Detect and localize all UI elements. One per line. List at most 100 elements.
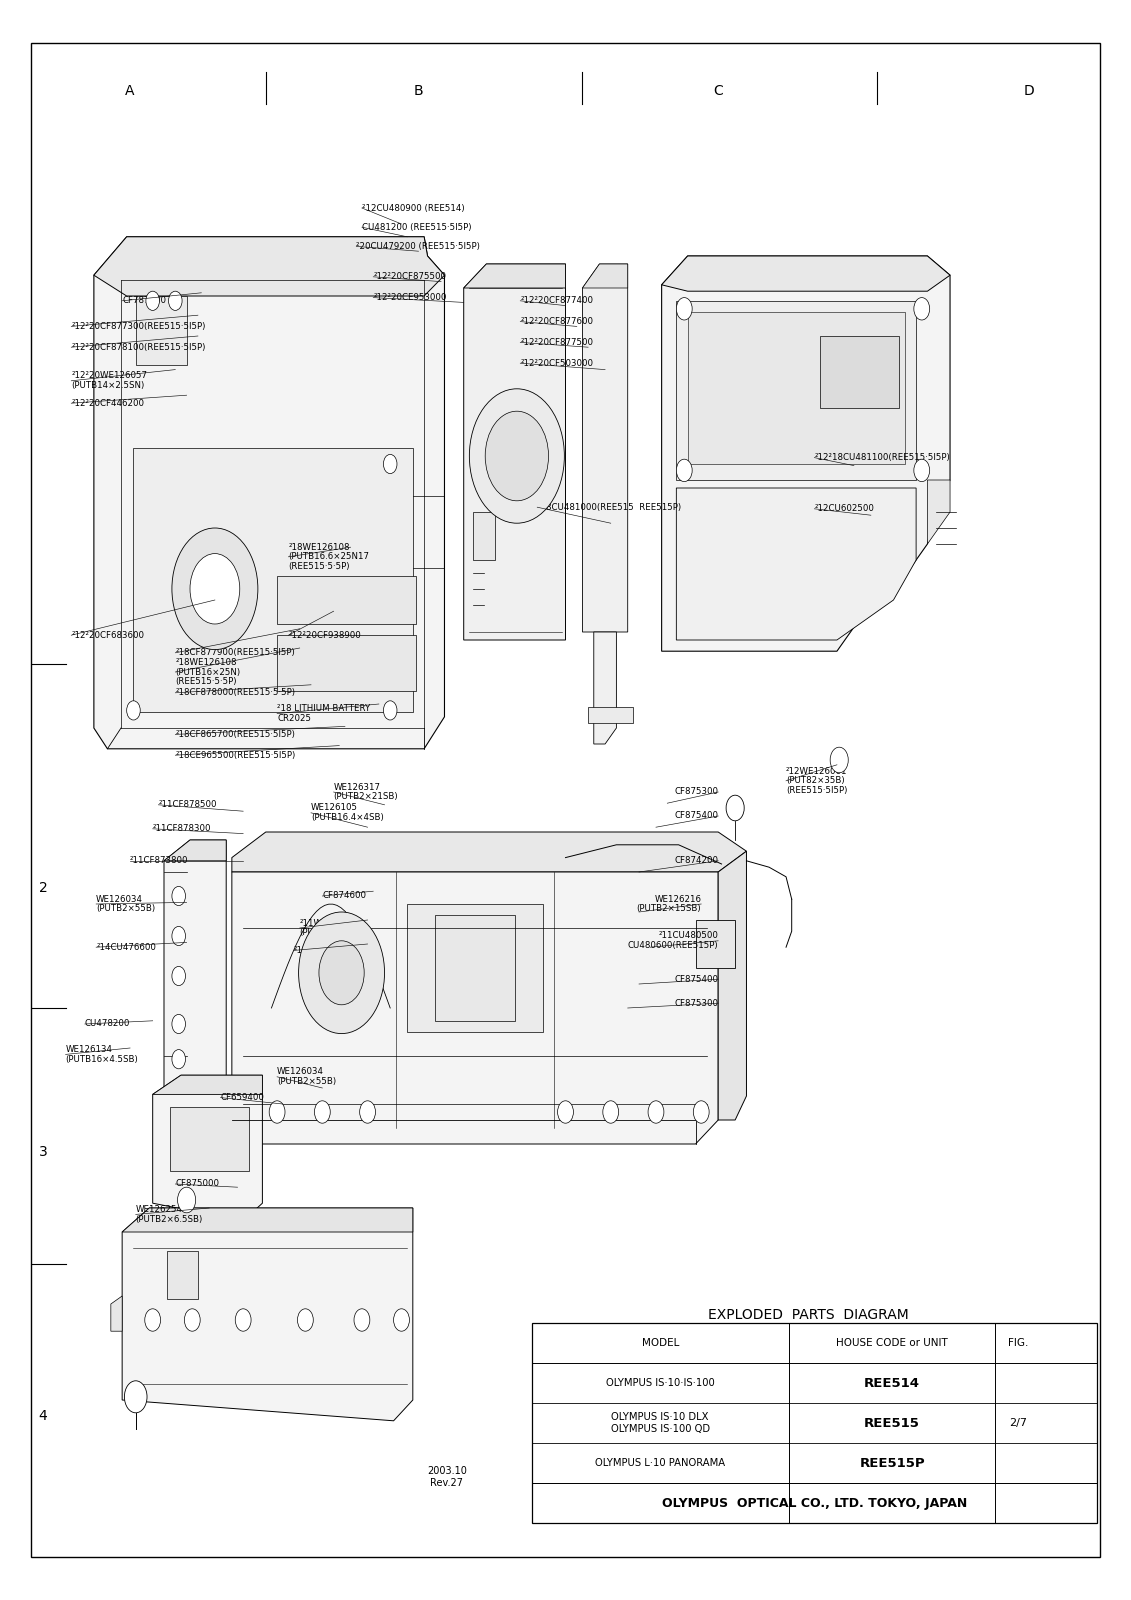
- Text: REE515: REE515: [864, 1416, 920, 1430]
- Polygon shape: [435, 915, 515, 1021]
- Text: D: D: [1024, 85, 1035, 98]
- Circle shape: [383, 701, 397, 720]
- Text: ²11CU480500
CU480600(REE515P): ²11CU480500 CU480600(REE515P): [628, 931, 718, 950]
- Polygon shape: [136, 296, 187, 365]
- Circle shape: [830, 747, 848, 773]
- Polygon shape: [594, 632, 616, 744]
- Text: ²11CF873900: ²11CF873900: [294, 946, 353, 955]
- Text: ²12²20CF503000: ²12²20CF503000: [520, 358, 594, 368]
- Circle shape: [319, 941, 364, 1005]
- Circle shape: [146, 291, 159, 310]
- Text: WE126254
(PUTB2×6.5SB): WE126254 (PUTB2×6.5SB): [136, 1205, 202, 1224]
- Text: ²20CU479200 (REE515·5I5P): ²20CU479200 (REE515·5I5P): [356, 242, 481, 251]
- Text: 2: 2: [38, 882, 48, 894]
- Text: WE126317
(PUTB2×21SB): WE126317 (PUTB2×21SB): [334, 782, 398, 802]
- Polygon shape: [820, 336, 899, 408]
- Text: ²12²20CF877600: ²12²20CF877600: [520, 317, 594, 326]
- Circle shape: [172, 1014, 185, 1034]
- Text: ²12²20CE953000: ²12²20CE953000: [373, 293, 447, 302]
- Text: WE126134
(PUTB16×4.5SB): WE126134 (PUTB16×4.5SB): [66, 1045, 138, 1064]
- Text: OLYMPUS IS·10·IS·100: OLYMPUS IS·10·IS·100: [606, 1378, 715, 1389]
- Text: ²12²20CF877400: ²12²20CF877400: [520, 296, 594, 306]
- Text: ²12CU480900 (REE514): ²12CU480900 (REE514): [362, 203, 465, 213]
- Circle shape: [145, 1309, 161, 1331]
- Circle shape: [914, 298, 930, 320]
- Circle shape: [169, 291, 182, 310]
- Text: WE126034
(PUTB2×55B): WE126034 (PUTB2×55B): [277, 1067, 336, 1086]
- Text: REE514: REE514: [864, 1376, 921, 1390]
- Circle shape: [178, 1187, 196, 1213]
- Text: ²11CF878300: ²11CF878300: [153, 824, 211, 834]
- Polygon shape: [582, 264, 628, 632]
- Polygon shape: [277, 635, 416, 691]
- Polygon shape: [153, 1075, 262, 1094]
- Circle shape: [914, 459, 930, 482]
- Text: CU481200 (REE515·5I5P): CU481200 (REE515·5I5P): [362, 222, 472, 232]
- Circle shape: [172, 886, 185, 906]
- Text: EXPLODED  PARTS  DIAGRAM: EXPLODED PARTS DIAGRAM: [708, 1309, 909, 1322]
- Polygon shape: [232, 872, 718, 1144]
- Text: B: B: [414, 85, 423, 98]
- Text: CF787800: CF787800: [122, 296, 166, 306]
- Text: OLYMPUS  OPTICAL CO., LTD. TOKYO, JAPAN: OLYMPUS OPTICAL CO., LTD. TOKYO, JAPAN: [662, 1496, 967, 1510]
- Circle shape: [676, 459, 692, 482]
- Polygon shape: [164, 840, 226, 861]
- Polygon shape: [153, 1075, 262, 1221]
- Polygon shape: [927, 480, 950, 544]
- Text: WE126105
(PUTB16.4×4SB): WE126105 (PUTB16.4×4SB): [311, 803, 383, 822]
- Text: ²14CU476600: ²14CU476600: [96, 942, 156, 952]
- Text: CF875000: CF875000: [175, 1179, 219, 1189]
- Polygon shape: [676, 301, 916, 480]
- Circle shape: [269, 1101, 285, 1123]
- Polygon shape: [133, 448, 413, 712]
- Polygon shape: [94, 237, 444, 749]
- Text: HOUSE CODE or UNIT: HOUSE CODE or UNIT: [836, 1338, 948, 1349]
- Text: ²12²20CF875500: ²12²20CF875500: [373, 272, 447, 282]
- Text: 3: 3: [38, 1146, 48, 1158]
- Text: 2003.10
Rev.27: 2003.10 Rev.27: [426, 1466, 467, 1488]
- Circle shape: [485, 411, 549, 501]
- Polygon shape: [582, 264, 628, 288]
- Polygon shape: [662, 256, 950, 291]
- Text: WE126216
(PUTB2×15SB): WE126216 (PUTB2×15SB): [637, 894, 701, 914]
- Text: ²12²20CF877300(REE515·5I5P): ²12²20CF877300(REE515·5I5P): [71, 322, 206, 331]
- Text: CF874600: CF874600: [322, 891, 366, 901]
- Text: ²12²20CF877500: ²12²20CF877500: [520, 338, 594, 347]
- Text: 2/7: 2/7: [1009, 1418, 1027, 1429]
- Circle shape: [648, 1101, 664, 1123]
- Polygon shape: [164, 840, 226, 1107]
- Circle shape: [299, 912, 385, 1034]
- Text: CF659400: CF659400: [221, 1093, 265, 1102]
- Circle shape: [172, 966, 185, 986]
- Polygon shape: [94, 237, 444, 296]
- Text: ²12WE126061
(PUT82×35B)
(REE515·5I5P): ²12WE126061 (PUT82×35B) (REE515·5I5P): [786, 766, 847, 795]
- Polygon shape: [167, 1251, 198, 1299]
- Circle shape: [469, 389, 564, 523]
- Text: CF875300: CF875300: [674, 787, 718, 797]
- Polygon shape: [464, 264, 566, 288]
- Text: ²12²20CF683600: ²12²20CF683600: [71, 630, 145, 640]
- Circle shape: [726, 795, 744, 821]
- Text: ²18CF877900(REE515·5I5P): ²18CF877900(REE515·5I5P): [175, 648, 295, 658]
- Circle shape: [314, 1101, 330, 1123]
- Polygon shape: [473, 512, 495, 560]
- Polygon shape: [170, 1107, 249, 1171]
- Circle shape: [297, 1309, 313, 1331]
- Polygon shape: [111, 1296, 122, 1331]
- Polygon shape: [696, 920, 735, 968]
- Text: ²12²20CF446200: ²12²20CF446200: [71, 398, 145, 408]
- Text: ²18CE965500(REE515·5I5P): ²18CE965500(REE515·5I5P): [175, 750, 295, 760]
- Polygon shape: [407, 904, 543, 1032]
- Polygon shape: [232, 832, 746, 872]
- Circle shape: [172, 528, 258, 650]
- Text: ²12²20CF878100(REE515·5I5P): ²12²20CF878100(REE515·5I5P): [71, 342, 206, 352]
- Polygon shape: [277, 576, 416, 624]
- Circle shape: [394, 1309, 409, 1331]
- Text: CU478200: CU478200: [85, 1019, 130, 1029]
- Polygon shape: [588, 707, 633, 723]
- Polygon shape: [718, 851, 746, 1120]
- Text: CF874200: CF874200: [674, 856, 718, 866]
- Polygon shape: [662, 256, 950, 651]
- Circle shape: [676, 298, 692, 320]
- Text: ²12²18CU481100(REE515·5I5P): ²12²18CU481100(REE515·5I5P): [814, 453, 950, 462]
